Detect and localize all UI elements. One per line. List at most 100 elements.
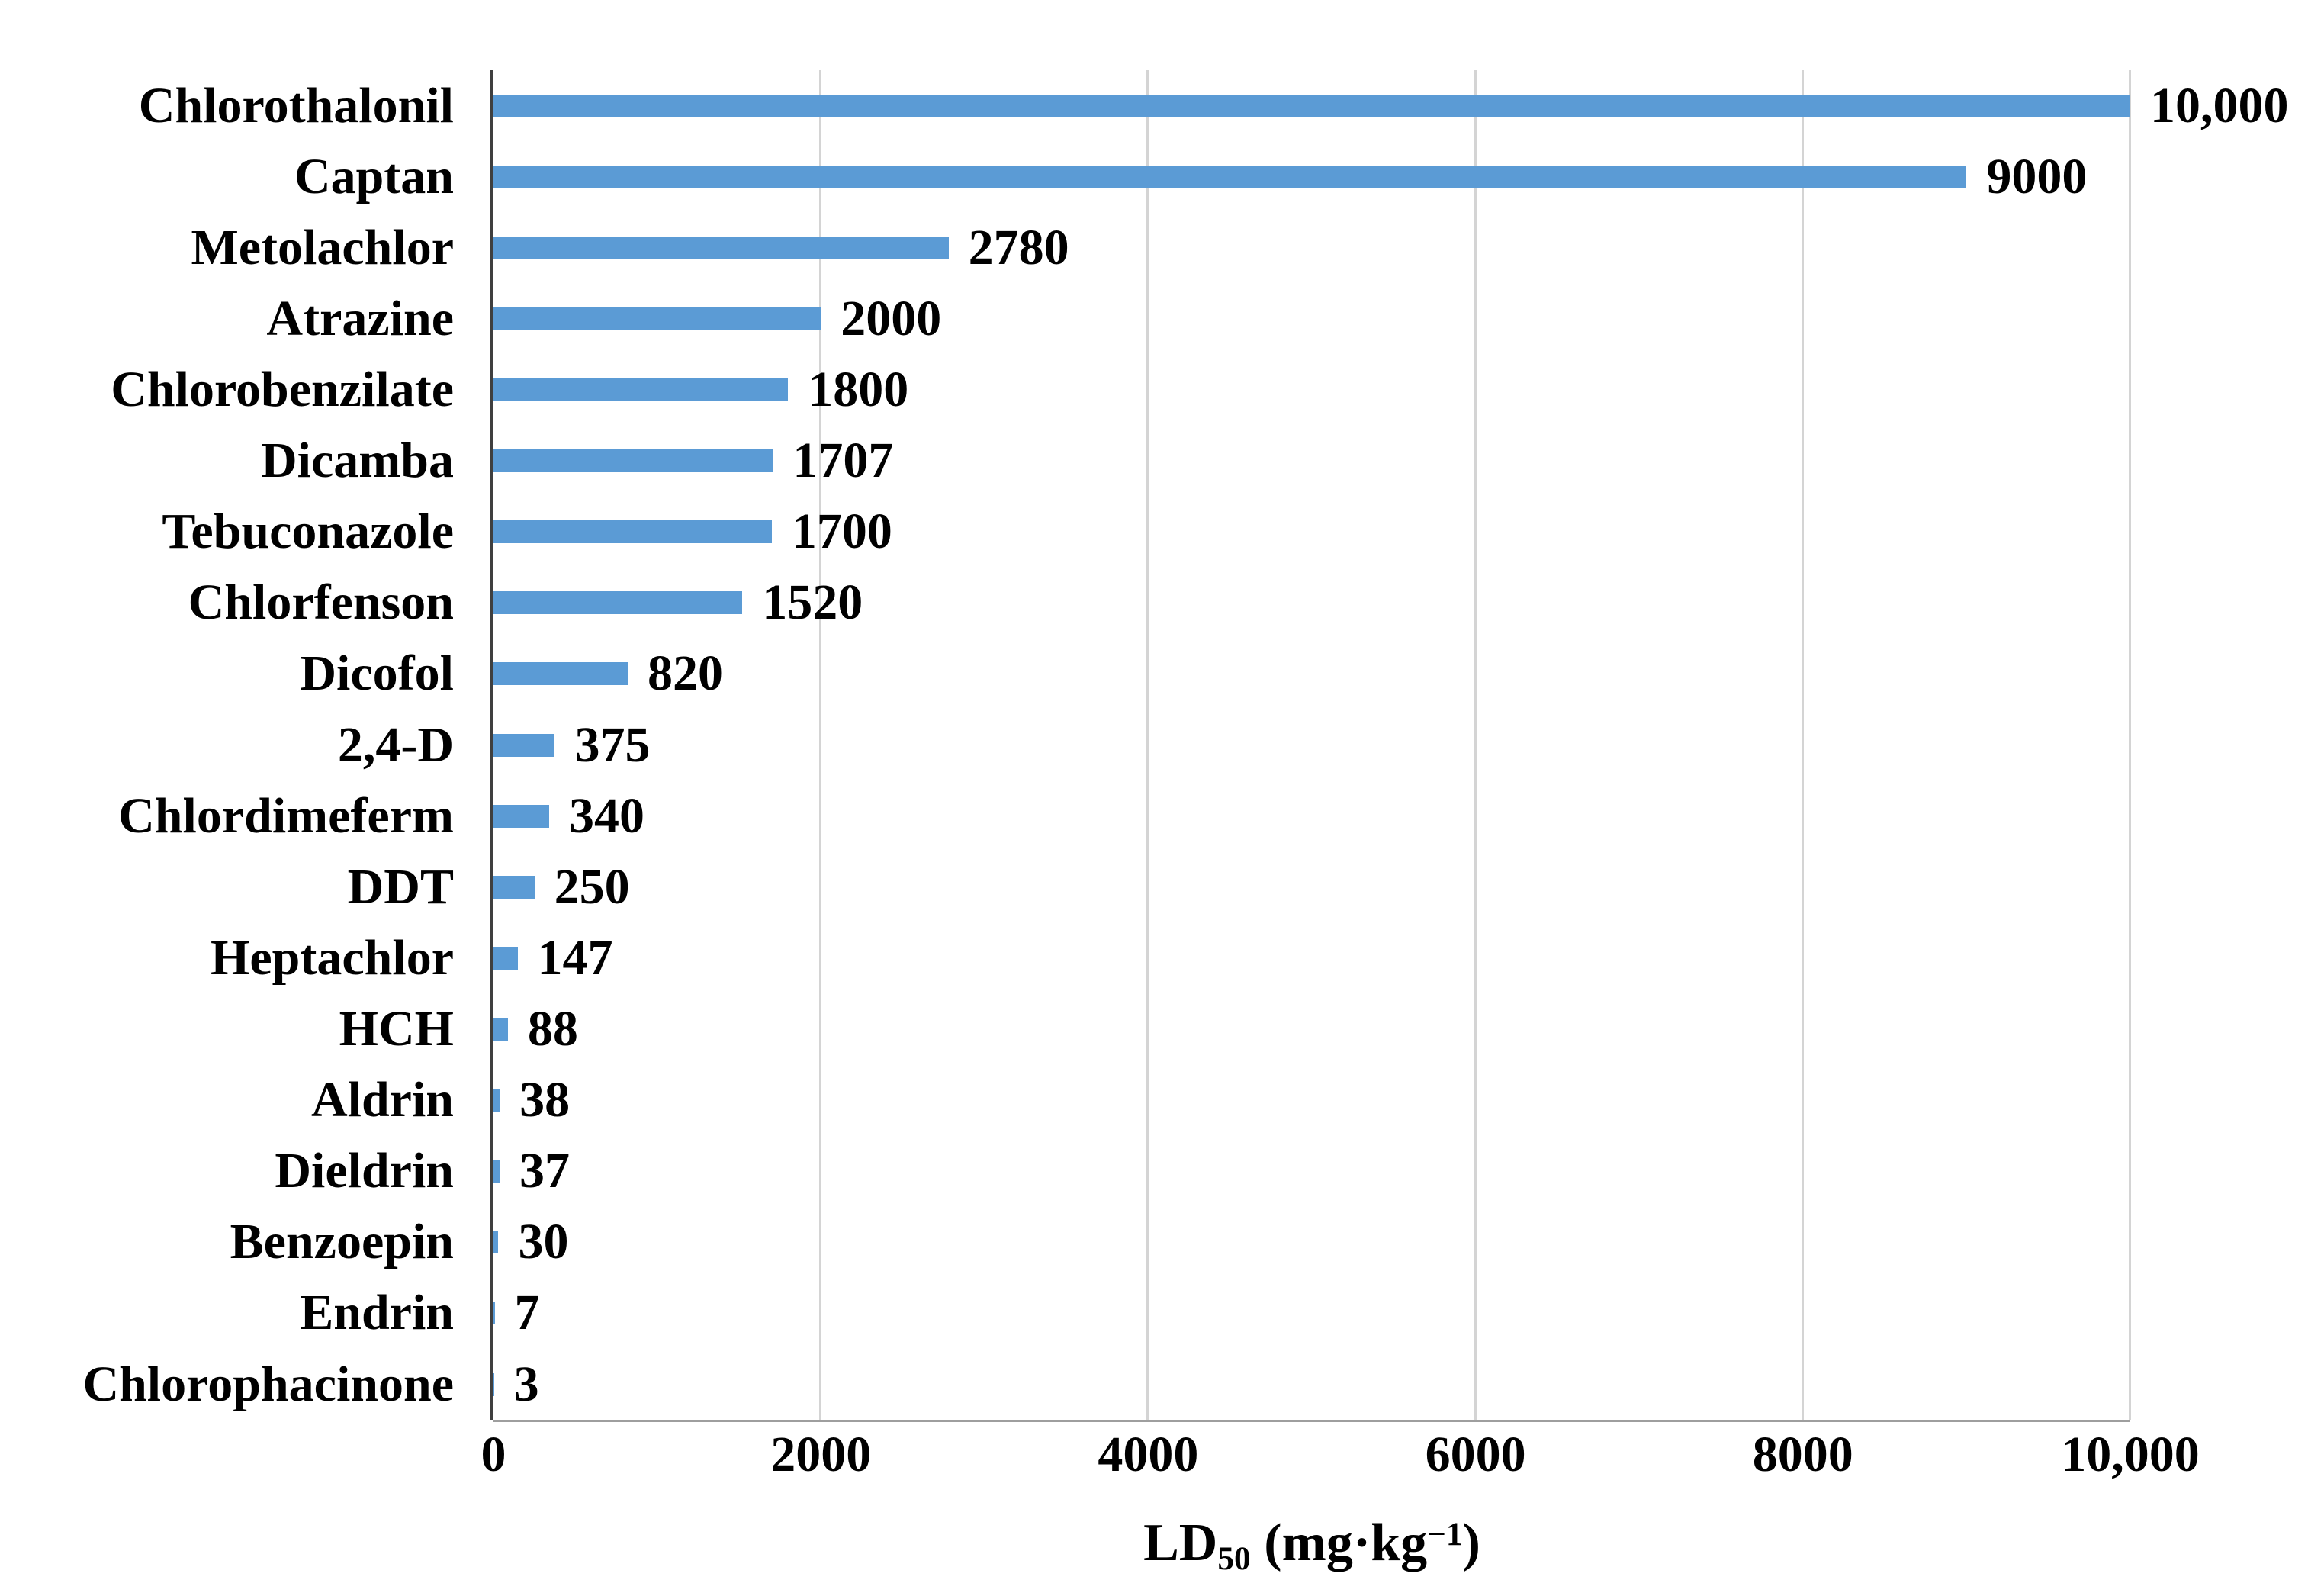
bar [493, 591, 743, 615]
bar-row: 1707 [493, 426, 2130, 497]
x-axis-title-superscript: −1 [1427, 1516, 1463, 1553]
gridline [1801, 70, 1804, 1420]
bar-row: 340 [493, 780, 2130, 851]
value-label: 2780 [968, 219, 1069, 275]
value-label: 375 [574, 716, 651, 773]
bar [493, 449, 773, 473]
bar-row: 820 [493, 639, 2130, 710]
value-label: 1520 [762, 574, 863, 631]
x-axis-line [493, 1420, 2130, 1422]
category-label: HCH [339, 1000, 454, 1057]
bar [493, 378, 789, 401]
bar-row: 375 [493, 710, 2130, 780]
bar-row: 3 [493, 1349, 2130, 1420]
x-tick-label: 6000 [1425, 1427, 1526, 1482]
bar-row: 10,000 [493, 70, 2289, 141]
bar [493, 1302, 495, 1325]
value-label: 88 [527, 1000, 578, 1057]
x-axis-title-prefix: LD [1143, 1514, 1218, 1572]
x-tick-label: 10,000 [2061, 1427, 2200, 1482]
value-label: 7 [514, 1285, 540, 1341]
x-tick-label: 4000 [1098, 1427, 1199, 1482]
bar [493, 165, 1967, 188]
bar-row: 250 [493, 851, 2130, 922]
category-label: Endrin [300, 1285, 454, 1341]
bar-row: 1520 [493, 568, 2130, 639]
category-label: Dicamba [261, 433, 454, 489]
gridline [2129, 70, 2131, 1420]
category-label: Dicofol [300, 645, 454, 702]
category-label: Chlorophacinone [82, 1356, 454, 1412]
bar-row: 37 [493, 1136, 2130, 1207]
bar [493, 520, 772, 544]
plot-area: 10,000 9000 2780 2000 1800 1707 1700 1520 820 375… [490, 70, 2289, 1422]
value-label: 250 [554, 858, 630, 915]
bar-row: 38 [493, 1065, 2130, 1136]
category-label: Chlordimeferm [118, 787, 454, 844]
bar-row: 1700 [493, 497, 2130, 568]
bar [493, 307, 821, 330]
value-label: 30 [518, 1214, 569, 1270]
x-axis-title-mid: (mg·kg [1250, 1514, 1428, 1572]
category-label: Benzoepin [230, 1214, 454, 1270]
bar-row: 88 [493, 993, 2130, 1064]
value-label: 3 [513, 1356, 539, 1412]
category-label: Heptachlor [211, 929, 454, 986]
category-label: 2,4-D [337, 716, 454, 773]
bar [493, 662, 628, 686]
bar [493, 94, 2130, 117]
bar [493, 804, 549, 828]
value-label: 2000 [841, 290, 942, 346]
x-tick-label: 0 [481, 1427, 506, 1482]
value-label: 38 [519, 1072, 571, 1128]
bar-row: 2000 [493, 283, 2130, 354]
x-axis-tick-labels: 0 2000 4000 6000 8000 10,000 [481, 1427, 2200, 1483]
bar-row: 7 [493, 1278, 2130, 1349]
bar [493, 1231, 499, 1254]
gridline [819, 70, 822, 1420]
bar [493, 1372, 494, 1396]
category-label: Chlorobenzilate [111, 361, 454, 417]
gridline [1146, 70, 1149, 1420]
category-label: DDT [347, 858, 454, 915]
bar [493, 946, 518, 970]
category-label: Captan [294, 148, 454, 204]
value-label: 147 [537, 929, 613, 986]
x-axis-title: LD50 (mg·kg−1) [493, 1514, 2130, 1577]
bar [493, 1160, 500, 1183]
value-label: 10,000 [2150, 77, 2289, 134]
x-tick-label: 2000 [770, 1427, 872, 1482]
bar [493, 236, 949, 259]
bar-row: 147 [493, 922, 2130, 993]
bar [493, 875, 535, 899]
x-axis-title-subscript: 50 [1217, 1540, 1251, 1578]
y-axis-line [490, 70, 493, 1420]
value-label: 9000 [1986, 148, 2088, 204]
value-label: 340 [568, 787, 644, 844]
category-label: Dieldrin [275, 1143, 454, 1199]
category-axis-labels: Chlorothalonil Captan Metolachlor Atrazine C… [0, 70, 454, 1420]
category-label: Tebuconazole [162, 504, 454, 560]
bar [493, 733, 555, 757]
value-label: 820 [647, 645, 723, 702]
x-tick-label: 8000 [1752, 1427, 1853, 1482]
category-label: Chlorfenson [188, 574, 454, 631]
bar [493, 1089, 500, 1112]
bar [493, 1017, 508, 1041]
x-axis-title-suffix: ) [1462, 1514, 1480, 1572]
value-label: 37 [519, 1143, 570, 1199]
bar-row: 1800 [493, 354, 2130, 425]
value-label: 1707 [792, 433, 894, 489]
value-label: 1700 [791, 504, 892, 560]
category-label: Metolachlor [191, 219, 454, 275]
gridline [1474, 70, 1477, 1420]
bar-row: 9000 [493, 141, 2130, 212]
bar-rows: 10,000 9000 2780 2000 1800 1707 1700 1520 820 375… [493, 70, 2289, 1420]
bar-row: 2780 [493, 212, 2130, 283]
category-label: Aldrin [310, 1072, 454, 1128]
category-label: Chlorothalonil [138, 77, 454, 134]
value-label: 1800 [808, 361, 909, 417]
category-label: Atrazine [266, 290, 454, 346]
bar-row: 30 [493, 1207, 2130, 1278]
